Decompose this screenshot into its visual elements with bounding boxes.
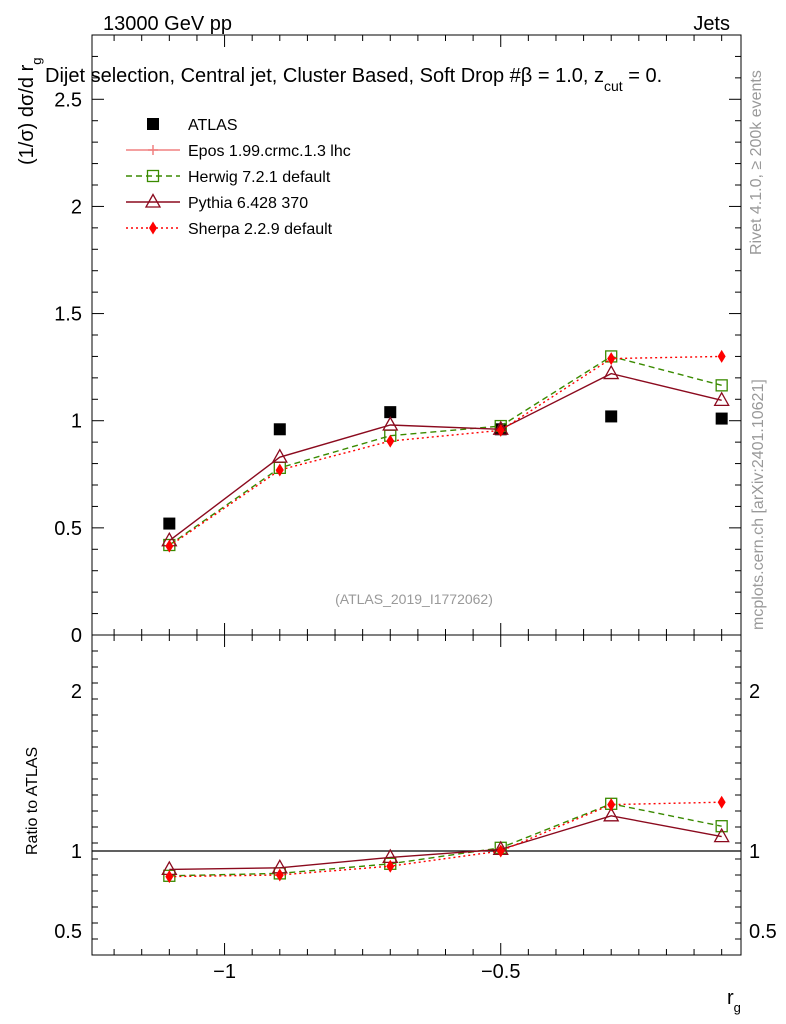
data-point-atlas [273, 423, 286, 436]
data-point-sherpa [496, 423, 505, 437]
main-panel: 0.5 1 1.5 2 2.5 0 [54, 34, 742, 647]
data-point-pythia [603, 364, 620, 380]
legend-label-sherpa: Sherpa 2.2.9 default [188, 221, 333, 238]
data-point-sherpa [607, 798, 616, 812]
series-line-pythia [168, 372, 722, 542]
data-point-atlas [715, 412, 728, 425]
rivet-side-label: Rivet 4.1.0, ≥ 200k events [748, 70, 765, 255]
data-point-atlas [605, 410, 618, 423]
data-point-pythia [271, 448, 288, 463]
main-y-tick-label: 2.5 [54, 89, 82, 111]
main-y-tick-label: 1 [71, 411, 82, 433]
jets-label: Jets [693, 13, 730, 35]
ratio-y-tick-label-right: 2 [749, 681, 760, 703]
ratio-y-tick-label: 0.5 [54, 921, 82, 943]
x-tick-label: −0.5 [481, 961, 520, 983]
subtitle-tail: = 0. [623, 65, 662, 87]
main-y-label-sub: g [29, 58, 44, 65]
plot-subtitle: Dijet selection, Central jet, Cluster Ba… [45, 65, 662, 94]
main-y-label-text: (1/σ) dσ/d r [16, 64, 38, 165]
ratio-y-tick-label: 2 [71, 681, 82, 703]
ratio-y-tick-label-right: 0.5 [749, 921, 777, 943]
data-point-sherpa [717, 795, 726, 809]
ratio-y-tick-label: 1 [71, 841, 82, 863]
main-y-tick-label: 1.5 [54, 304, 82, 326]
x-axis-label-text: r [727, 987, 734, 1009]
legend: ATLAS Epos 1.99.crmc.1.3 lhc Herwig 7.2.1 … [126, 117, 351, 238]
legend-label-atlas: ATLAS [188, 117, 238, 134]
series-line-pythia [169, 815, 722, 871]
data-point-atlas [384, 406, 397, 419]
data-point-atlas [163, 517, 176, 530]
data-point-sherpa [165, 870, 174, 884]
main-y-tick-label: 0.5 [54, 518, 82, 540]
data-point-herwig [715, 820, 728, 833]
data-point-pythia [713, 827, 730, 843]
x-axis-label-sub: g [734, 1000, 741, 1015]
legend-marker-epos [148, 145, 158, 155]
subtitle-subscript: cut [604, 78, 623, 94]
main-y-tick-label: 2 [71, 196, 82, 218]
legend-marker-pythia [144, 193, 162, 208]
legend-marker-herwig [146, 169, 160, 183]
data-point-sherpa [275, 868, 284, 882]
series-line-herwig [169, 803, 722, 877]
data-point-sherpa [607, 352, 616, 366]
series-line-sherpa [169, 801, 722, 878]
ratio-frame [91, 634, 742, 956]
series-line-herwig [168, 355, 722, 546]
data-point-sherpa [386, 859, 395, 873]
data-point-sherpa [275, 463, 284, 477]
data-point-sherpa [717, 349, 726, 363]
data-point-pythia [382, 416, 399, 431]
ratio-panel: 0.5 0.5 1 1 2 2 −1 −0.5 [54, 634, 777, 983]
energy-label: 13000 GeV pp [103, 13, 232, 35]
data-point-sherpa [496, 844, 505, 858]
legend-label-pythia: Pythia 6.428 370 [188, 195, 308, 212]
data-point-sherpa [386, 434, 395, 448]
data-point-pythia [713, 391, 730, 407]
series-line-sherpa [168, 355, 722, 547]
subtitle-main: Dijet selection, Central jet, Cluster Ba… [45, 65, 604, 87]
legend-marker-atlas [147, 118, 159, 130]
main-y-label: (1/σ) dσ/d rg [16, 58, 44, 166]
legend-label-herwig: Herwig 7.2.1 default [188, 169, 331, 186]
x-tick-label: −1 [213, 961, 236, 983]
legend-label-epos: Epos 1.99.crmc.1.3 lhc [188, 143, 351, 160]
data-point-pythia [603, 806, 620, 822]
main-y-tick-label: 0 [71, 625, 82, 647]
ratio-y-label: Ratio to ATLAS [24, 747, 41, 855]
ratio-y-tick-label-right: 1 [749, 841, 760, 863]
x-axis-label: rg [727, 987, 741, 1015]
data-point-herwig [715, 379, 728, 392]
legend-marker-sherpa [149, 221, 157, 235]
data-point-sherpa [165, 539, 174, 553]
analysis-id-label: (ATLAS_2019_I1772062) [335, 591, 493, 607]
mcplots-side-label: mcplots.cern.ch [arXiv:2401.10621] [750, 379, 767, 630]
